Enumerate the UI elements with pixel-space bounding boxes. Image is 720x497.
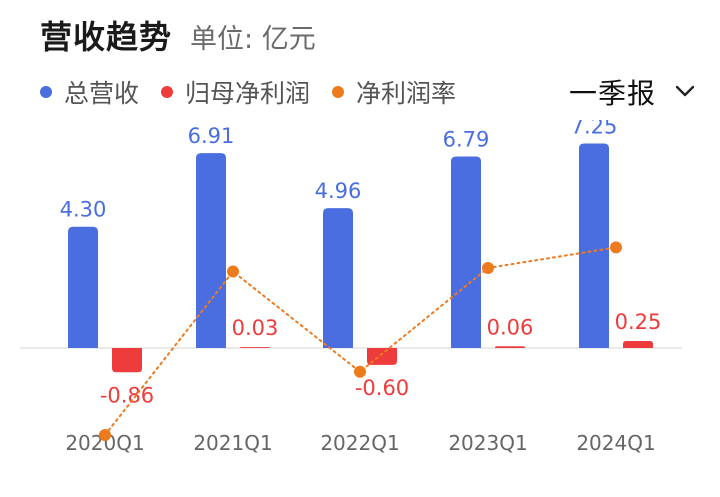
net-profit-bar — [112, 348, 142, 373]
chevron-down-icon — [674, 83, 696, 102]
net-profit-data-label: -0.86 — [100, 383, 154, 407]
net-profit-data-label: 0.03 — [232, 316, 279, 340]
net-margin-point — [354, 365, 366, 378]
net-profit-bar — [495, 346, 525, 348]
net-profit-data-label: 0.06 — [487, 315, 534, 339]
unit-label: 单位: 亿元 — [190, 24, 316, 55]
revenue-data-label: 4.30 — [60, 198, 107, 222]
net-margin-point — [482, 261, 494, 274]
legend-label-net-margin: 净利润率 — [356, 79, 457, 108]
x-tick-label: 2022Q1 — [320, 431, 399, 455]
x-tick-label: 2021Q1 — [193, 431, 272, 455]
net-profit-bar — [240, 347, 270, 348]
legend-label-revenue: 总营收 — [64, 79, 140, 108]
legend-dot-revenue — [40, 86, 52, 98]
legend-dot-net-margin — [332, 86, 345, 98]
legend-item-net-profit[interactable]: 归母净利润 — [161, 74, 310, 110]
revenue-data-label: 4.96 — [315, 179, 362, 203]
revenue-data-label: 6.79 — [443, 128, 490, 152]
legend: 总营收 归母净利润 净利润率 — [40, 72, 478, 112]
period-selector-label: 一季报 — [568, 77, 656, 110]
net-profit-bar — [367, 348, 397, 365]
revenue-bar — [196, 153, 226, 348]
chart-header: 营收趋势 单位: 亿元 — [40, 12, 316, 56]
net-profit-bar — [623, 340, 653, 348]
x-tick-label: 2023Q1 — [448, 431, 527, 455]
chart-title: 营收趋势 — [40, 18, 173, 56]
chart-plot-area: 4.30-0.862020Q16.910.032021Q14.96-0.6020… — [20, 120, 682, 455]
net-profit-data-label: -0.60 — [355, 376, 409, 400]
x-tick-label: 2024Q1 — [576, 431, 655, 455]
legend-dot-net-profit — [161, 86, 174, 98]
revenue-bar — [579, 143, 609, 348]
net-margin-point — [227, 265, 239, 278]
revenue-bar — [68, 226, 98, 348]
revenue-bar — [323, 208, 353, 348]
legend-item-net-margin[interactable]: 净利润率 — [332, 74, 456, 110]
legend-item-revenue[interactable]: 总营收 — [40, 74, 139, 110]
net-profit-data-label: 0.25 — [615, 310, 662, 334]
net-margin-point — [99, 429, 111, 441]
revenue-data-label: 6.91 — [188, 124, 235, 148]
period-selector[interactable]: 一季报 — [569, 72, 696, 112]
net-margin-point — [610, 241, 622, 254]
revenue-bar — [451, 156, 481, 348]
net-margin-line — [104, 246, 617, 436]
legend-label-net-profit: 归母净利润 — [185, 79, 311, 108]
revenue-data-label: 7.25 — [571, 120, 618, 139]
